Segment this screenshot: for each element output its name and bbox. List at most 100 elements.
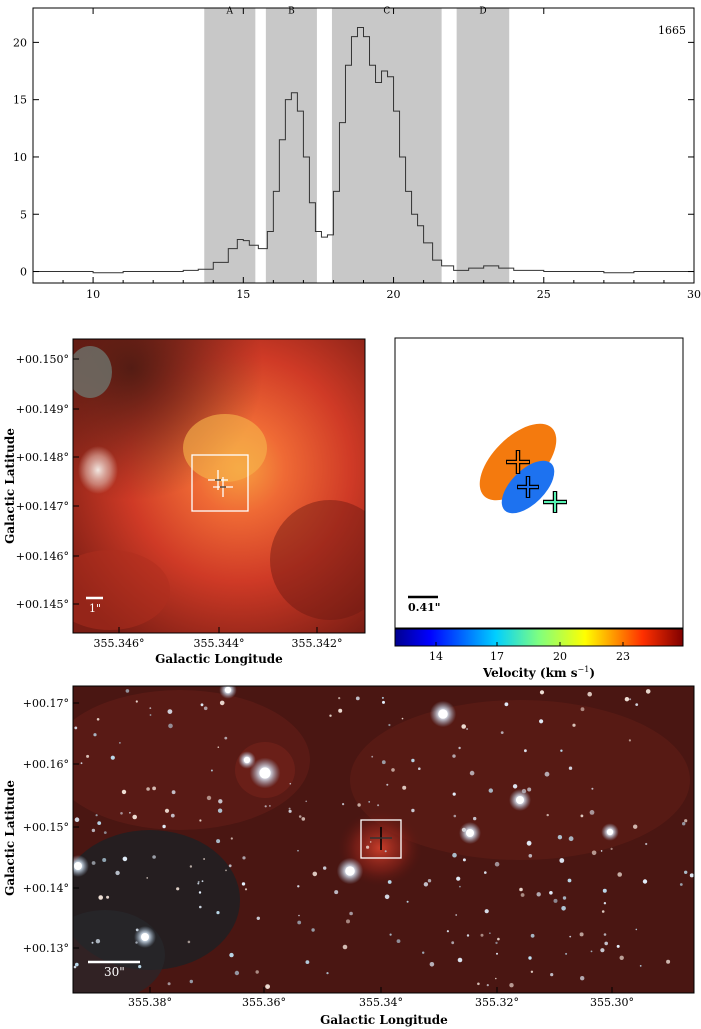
y-tick-label: 15 <box>13 94 27 107</box>
star <box>228 864 232 868</box>
star <box>197 882 200 885</box>
star <box>297 849 299 852</box>
wide-y-axis-title: Galactic Latitude <box>3 780 17 896</box>
star <box>642 879 648 884</box>
x-tick-label: 30 <box>687 288 701 301</box>
star <box>679 883 683 886</box>
star <box>162 824 166 829</box>
star <box>562 896 567 900</box>
zoom-y-tick-label: +00.147° <box>16 500 69 513</box>
star <box>452 852 457 858</box>
star <box>411 758 415 763</box>
star <box>452 792 456 796</box>
star <box>146 787 150 791</box>
bright-star <box>74 862 82 870</box>
star <box>387 880 392 884</box>
star <box>384 894 390 900</box>
star <box>402 785 407 790</box>
star <box>480 933 484 937</box>
star <box>289 782 292 785</box>
star <box>629 698 632 701</box>
star <box>301 817 306 821</box>
star <box>459 885 461 888</box>
bright-star <box>345 866 355 876</box>
star <box>229 952 234 958</box>
zoom-x-ticks: 355.346° 355.344° 355.342° <box>94 627 343 650</box>
star <box>565 952 568 955</box>
star <box>512 784 518 789</box>
star <box>530 970 534 973</box>
star <box>346 919 350 924</box>
star <box>349 911 353 916</box>
star <box>602 888 607 893</box>
star <box>461 724 467 729</box>
star <box>509 983 514 988</box>
zoom-y-ticks: +00.150° +00.149° +00.148° +00.147° +00.146°… <box>16 353 79 611</box>
wide-y-tick-label: +00.13° <box>23 942 69 955</box>
star <box>528 854 533 858</box>
star <box>102 858 107 862</box>
star <box>218 799 223 804</box>
star <box>230 837 233 840</box>
star <box>406 900 409 903</box>
star <box>561 906 566 911</box>
star <box>149 714 152 716</box>
star <box>484 909 489 914</box>
star <box>455 914 458 916</box>
star <box>591 850 597 856</box>
y-tick-label: 0 <box>20 266 27 279</box>
star <box>469 770 475 776</box>
region-label-d: D <box>479 7 486 17</box>
star <box>524 749 527 753</box>
star <box>495 941 498 945</box>
star <box>298 815 302 818</box>
star <box>129 811 131 814</box>
maser-map-panel: 0.41" 14 17 20 23 Velocity (km s−1) <box>394 337 684 680</box>
star <box>446 930 449 933</box>
y-tick-label: 10 <box>13 151 27 164</box>
star <box>95 939 101 944</box>
zoom-x-tick-label: 355.346° <box>94 637 145 650</box>
star <box>381 696 384 699</box>
maser-spot-icons <box>506 450 567 513</box>
star <box>120 812 123 815</box>
star <box>497 937 500 941</box>
star <box>198 891 202 894</box>
velocity-region-b <box>265 8 317 283</box>
star <box>338 697 341 700</box>
star <box>530 933 535 938</box>
maser-scalebar-label: 0.41" <box>408 601 441 614</box>
star <box>93 733 97 737</box>
star <box>587 691 592 697</box>
star <box>171 790 176 795</box>
star <box>590 950 593 953</box>
star <box>494 861 500 867</box>
star <box>74 817 80 822</box>
star <box>384 850 387 853</box>
wide-x-tick-label: 355.30° <box>590 996 634 1009</box>
star <box>488 788 493 793</box>
star <box>311 928 315 932</box>
bright-star <box>606 828 614 836</box>
star <box>80 762 83 765</box>
star <box>381 760 386 765</box>
region-label-c: C <box>383 7 390 17</box>
star <box>457 957 463 963</box>
star <box>152 855 156 859</box>
star <box>132 814 137 820</box>
bright-star <box>141 933 149 941</box>
velocity-region-d <box>456 8 510 283</box>
spectrum-line <box>33 26 694 274</box>
star <box>635 703 639 706</box>
star <box>559 858 565 863</box>
star <box>477 982 480 986</box>
star <box>645 689 651 694</box>
star <box>451 941 455 945</box>
star <box>167 982 171 986</box>
star <box>462 858 466 862</box>
maser-scalebar: 0.41" <box>408 595 441 614</box>
star <box>539 690 545 695</box>
star <box>401 717 404 720</box>
star <box>389 933 392 936</box>
